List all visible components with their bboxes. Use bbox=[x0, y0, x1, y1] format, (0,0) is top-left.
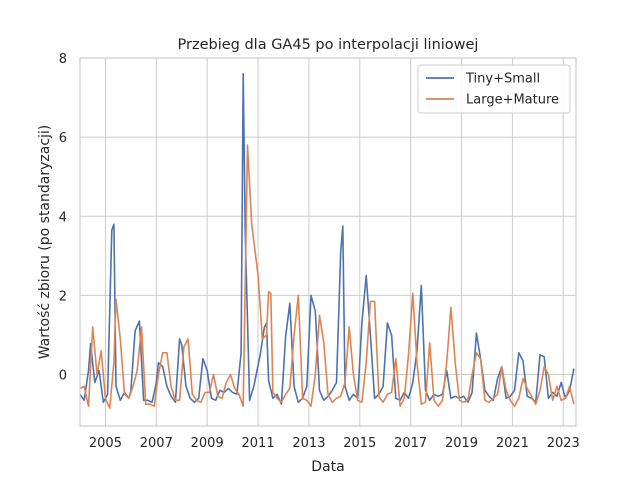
series-lines bbox=[79, 73, 575, 410]
series-line-large-mature bbox=[79, 144, 575, 410]
x-tick-label: 2017 bbox=[394, 436, 427, 451]
y-tick-label: 0 bbox=[59, 369, 67, 384]
x-tick-label: 2023 bbox=[547, 436, 580, 451]
plot-area-frame bbox=[79, 57, 577, 427]
x-tick-label: 2009 bbox=[191, 436, 224, 451]
x-tick-label: 2007 bbox=[140, 436, 173, 451]
y-tick-label: 6 bbox=[59, 131, 67, 146]
y-tick-label: 8 bbox=[59, 52, 67, 67]
tick-labels: 2005 2007 2009 2011 2013 2015 2017 2019 2021 2023… bbox=[59, 52, 580, 451]
chart-title: Przebieg dla GA45 po interpolacji liniow… bbox=[178, 37, 479, 53]
y-tick-label: 4 bbox=[59, 210, 67, 225]
legend-label-tiny-small: Tiny+Small bbox=[465, 72, 540, 87]
x-tick-label: 2021 bbox=[496, 436, 529, 451]
y-axis-title: Wartość zbioru (po standaryzacji) bbox=[37, 125, 53, 360]
x-tick-label: 2015 bbox=[343, 436, 376, 451]
series-line-tiny-small bbox=[79, 73, 575, 406]
x-tick-label: 2013 bbox=[292, 436, 325, 451]
legend: Tiny+Small Large+Mature bbox=[417, 64, 571, 114]
x-tick-label: 2011 bbox=[242, 436, 275, 451]
x-tick-label: 2019 bbox=[445, 436, 478, 451]
y-tick-label: 2 bbox=[59, 289, 67, 304]
x-tick-label: 2005 bbox=[89, 436, 122, 451]
legend-box bbox=[417, 64, 571, 114]
x-axis-title: Data bbox=[311, 459, 344, 475]
legend-label-large-mature: Large+Mature bbox=[466, 93, 559, 108]
